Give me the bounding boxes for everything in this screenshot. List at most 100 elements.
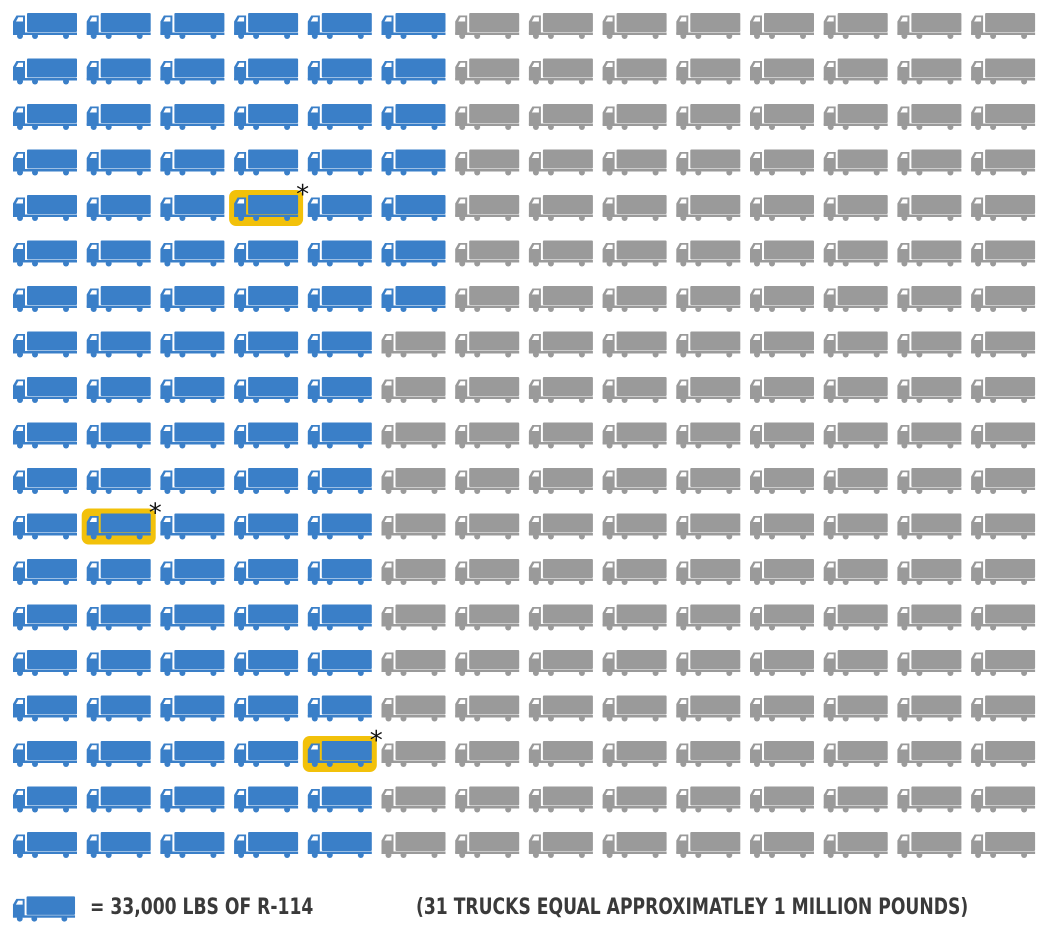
truck-grid: * * *	[13, 13, 1036, 858]
truck-icon-empty	[528, 58, 593, 85]
truck-icon-filled	[307, 832, 372, 858]
truck-icon-filled	[13, 240, 77, 267]
truck-icon-filled	[86, 741, 151, 767]
truck-icon-empty	[602, 741, 667, 767]
truck-icon-filled	[234, 331, 299, 358]
truck-icon-filled	[86, 604, 151, 631]
truck-icon-empty	[528, 695, 593, 722]
truck-icon-empty	[381, 559, 446, 585]
truck-icon-empty	[381, 695, 446, 722]
truck-icon-filled	[160, 240, 225, 267]
truck-icon-empty	[528, 104, 593, 130]
truck-icon-empty	[971, 104, 1036, 130]
truck-icon-filled	[234, 832, 299, 858]
truck-icon-empty	[971, 695, 1036, 722]
truck-icon-filled	[307, 104, 372, 130]
truck-icon-filled	[13, 195, 77, 221]
truck-icon-empty	[897, 104, 962, 130]
truck-icon-empty	[528, 240, 593, 267]
truck-icon-empty	[381, 331, 446, 358]
truck-icon-empty	[455, 786, 520, 813]
truck-icon-filled	[13, 695, 77, 722]
truck-icon-filled	[160, 650, 225, 676]
truck-icon-empty	[750, 695, 814, 722]
truck-icon-empty	[602, 240, 667, 267]
truck-icon-empty	[676, 832, 741, 858]
truck-icon-filled	[160, 468, 225, 494]
truck-icon-filled	[234, 786, 299, 813]
truck-icon-empty	[676, 377, 741, 403]
truck-icon-empty	[750, 13, 814, 39]
truck-icon-empty	[676, 331, 741, 358]
truck-icon-empty	[528, 195, 593, 221]
truck-icon-empty	[823, 513, 888, 540]
truck-icon-empty	[602, 13, 667, 39]
truck-icon-filled	[13, 468, 77, 494]
truck-icon-filled	[13, 741, 77, 767]
truck-icon-filled	[160, 331, 225, 358]
truck-icon-filled	[307, 650, 372, 676]
truck-icon-empty	[602, 331, 667, 358]
truck-icon-filled	[307, 13, 372, 39]
truck-icon-filled	[234, 513, 299, 540]
truck-icon-empty	[971, 13, 1036, 39]
truck-icon-filled	[86, 468, 151, 494]
truck-icon-empty	[602, 650, 667, 676]
truck-icon-empty	[676, 104, 741, 130]
truck-icon-filled	[307, 604, 372, 631]
truck-icon-empty	[971, 195, 1036, 221]
truck-icon-empty	[897, 331, 962, 358]
truck-icon-filled	[86, 832, 151, 858]
truck-icon-filled	[13, 650, 77, 676]
truck-icon-empty	[676, 468, 741, 494]
truck-icon-filled	[86, 786, 151, 813]
truck-icon-empty	[455, 377, 520, 403]
truck-icon-filled	[307, 695, 372, 722]
truck-icon-empty	[971, 377, 1036, 403]
legend-unit-label: = 33,000 LBS OF R-114	[90, 895, 314, 920]
truck-icon-filled	[381, 240, 446, 267]
asterisk-marker: *	[296, 180, 309, 210]
truck-icon-empty	[823, 468, 888, 494]
legend-truck-icon-mark	[12, 896, 76, 922]
truck-icon-empty	[823, 240, 888, 267]
truck-icon-empty	[750, 513, 814, 540]
truck-icon-empty	[602, 468, 667, 494]
truck-icon-empty	[897, 695, 962, 722]
truck-icon-empty	[823, 650, 888, 676]
asterisk-marker: *	[370, 726, 383, 756]
truck-icon-filled	[160, 559, 225, 585]
truck-icon-filled	[160, 13, 225, 39]
truck-icon-empty	[381, 468, 446, 494]
truck-icon-filled	[86, 331, 151, 358]
truck-icon-empty	[823, 695, 888, 722]
truck-icon-empty	[823, 741, 888, 767]
truck-icon-filled	[160, 58, 225, 85]
truck-icon-filled	[86, 377, 151, 403]
truck-icon-empty	[897, 468, 962, 494]
truck-icon-empty	[455, 695, 520, 722]
truck-icon-empty	[602, 832, 667, 858]
truck-icon-filled	[86, 149, 151, 176]
truck-icon-empty	[528, 650, 593, 676]
truck-icon-empty	[971, 331, 1036, 358]
truck-icon-empty	[602, 695, 667, 722]
truck-icon-filled	[13, 604, 77, 631]
truck-icon-empty	[823, 422, 888, 449]
truck-icon-empty	[528, 468, 593, 494]
truck-icon-empty	[455, 650, 520, 676]
truck-icon-empty	[528, 604, 593, 631]
truck-icon-empty	[602, 559, 667, 585]
truck-icon-empty	[602, 377, 667, 403]
truck-icon-empty	[750, 468, 814, 494]
truck-icon-empty	[676, 195, 741, 221]
truck-icon-filled	[13, 13, 77, 39]
truck-icon-filled	[86, 422, 151, 449]
truck-icon-filled	[234, 422, 299, 449]
truck-icon-empty	[455, 422, 520, 449]
truck-icon-filled	[381, 195, 446, 221]
truck-icon-filled	[307, 240, 372, 267]
truck-icon-filled	[86, 286, 151, 312]
truck-icon-filled	[381, 58, 446, 85]
truck-icon-empty	[528, 377, 593, 403]
